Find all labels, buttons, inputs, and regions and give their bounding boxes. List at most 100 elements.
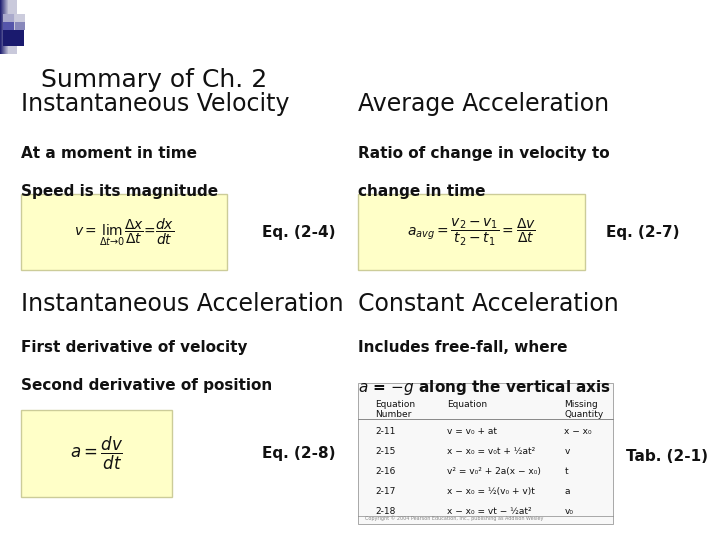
Text: 2-15: 2-15: [375, 447, 395, 456]
Bar: [2, 0, 11, 54]
Bar: [3, 0, 12, 54]
Text: $a$ = $-g$ along the vertical axis: $a$ = $-g$ along the vertical axis: [358, 378, 611, 397]
Text: v: v: [564, 447, 570, 456]
Text: Constant Acceleration: Constant Acceleration: [358, 292, 618, 315]
Bar: [3, 0, 12, 54]
Text: Speed is its magnitude: Speed is its magnitude: [21, 184, 217, 199]
Text: v² = v₀² + 2a(x − x₀): v² = v₀² + 2a(x − x₀): [447, 467, 541, 476]
Bar: [2, 0, 11, 54]
Bar: [8, 0, 17, 54]
Text: $a_{avg} = \dfrac{v_2 - v_1}{t_2 - t_1} = \dfrac{\Delta v}{\Delta t}$: $a_{avg} = \dfrac{v_2 - v_1}{t_2 - t_1} …: [407, 217, 536, 248]
Text: Includes free-fall, where: Includes free-fall, where: [358, 340, 567, 355]
Bar: [15, 14, 25, 22]
Bar: [2, 0, 11, 54]
Bar: [1, 0, 10, 54]
Text: Tab. (2-1): Tab. (2-1): [626, 449, 708, 464]
Bar: [7, 0, 16, 54]
Bar: [4, 30, 24, 46]
Bar: [7, 0, 16, 54]
Bar: [7, 0, 16, 54]
Text: x − x₀ = ½(v₀ + v)t: x − x₀ = ½(v₀ + v)t: [447, 487, 535, 496]
Bar: [1, 0, 10, 54]
Text: v₀: v₀: [564, 507, 573, 516]
Bar: [0, 0, 9, 54]
Bar: [4, 0, 13, 54]
Bar: [0, 0, 9, 54]
Bar: [6, 0, 14, 54]
Bar: [7, 0, 16, 54]
Text: Equation
Number: Equation Number: [375, 400, 415, 419]
Text: Missing
Quantity: Missing Quantity: [564, 400, 603, 419]
Bar: [6, 0, 14, 54]
Bar: [0, 0, 9, 54]
Bar: [1, 0, 9, 54]
Bar: [9, 0, 17, 54]
Bar: [8, 0, 17, 54]
Text: v = v₀ + at: v = v₀ + at: [447, 427, 498, 436]
Bar: [5, 0, 14, 54]
Bar: [5, 0, 14, 54]
Bar: [1, 0, 9, 54]
Bar: [6, 0, 15, 54]
Text: Eq. (2-4): Eq. (2-4): [261, 225, 335, 240]
Text: $a = \dfrac{dv}{dt}$: $a = \dfrac{dv}{dt}$: [70, 435, 123, 472]
Bar: [4, 0, 12, 54]
Text: change in time: change in time: [358, 184, 485, 199]
Text: Eq. (2-8): Eq. (2-8): [261, 446, 335, 461]
FancyBboxPatch shape: [358, 194, 585, 270]
Bar: [4, 0, 13, 54]
Bar: [5, 0, 14, 54]
Bar: [6, 0, 14, 54]
Bar: [1, 0, 10, 54]
Bar: [2, 0, 11, 54]
Text: 2-18: 2-18: [375, 507, 395, 516]
Bar: [1, 0, 10, 54]
Bar: [9, 0, 17, 54]
Text: $v = \lim_{\Delta t \to 0} \dfrac{\Delta x}{\Delta t} = \dfrac{dx}{dt}$: $v = \lim_{\Delta t \to 0} \dfrac{\Delta…: [73, 217, 174, 248]
Text: First derivative of velocity: First derivative of velocity: [21, 340, 247, 355]
Bar: [7, 0, 16, 54]
Bar: [4, 0, 12, 54]
Bar: [4, 22, 14, 30]
Text: Instantaneous Velocity: Instantaneous Velocity: [21, 92, 289, 116]
Text: At a moment in time: At a moment in time: [21, 146, 197, 161]
Bar: [4, 0, 13, 54]
Bar: [1, 0, 9, 54]
Bar: [1, 0, 9, 54]
Text: Instantaneous Acceleration: Instantaneous Acceleration: [21, 292, 343, 315]
Text: t: t: [564, 467, 568, 476]
Text: x − x₀ = vt − ½at²: x − x₀ = vt − ½at²: [447, 507, 532, 516]
Bar: [2, 0, 10, 54]
Bar: [4, 0, 12, 54]
Bar: [6, 0, 14, 54]
Text: x − x₀ = v₀t + ½at²: x − x₀ = v₀t + ½at²: [447, 447, 536, 456]
Text: Eq. (2-7): Eq. (2-7): [606, 225, 679, 240]
Bar: [4, 0, 12, 54]
Text: 2-11: 2-11: [375, 427, 395, 436]
Bar: [6, 0, 14, 54]
Bar: [3, 0, 12, 54]
Bar: [6, 0, 15, 54]
Bar: [4, 0, 13, 54]
Bar: [8, 0, 17, 54]
Bar: [6, 0, 15, 54]
Text: Equation: Equation: [447, 400, 487, 409]
Bar: [1, 0, 9, 54]
Bar: [1, 0, 10, 54]
Bar: [4, 0, 12, 54]
FancyBboxPatch shape: [21, 194, 227, 270]
Bar: [5, 0, 14, 54]
Bar: [4, 0, 13, 54]
Text: x − x₀: x − x₀: [564, 427, 592, 436]
Text: 2-17: 2-17: [375, 487, 395, 496]
Bar: [2, 0, 11, 54]
FancyBboxPatch shape: [21, 410, 172, 497]
Text: Copyright © 2004 Pearson Education, Inc., publishing as Addison Wesley: Copyright © 2004 Pearson Education, Inc.…: [365, 516, 543, 521]
Bar: [8, 0, 17, 54]
Bar: [1, 0, 10, 54]
Bar: [4, 14, 14, 22]
Bar: [7, 0, 16, 54]
Bar: [3, 0, 12, 54]
Bar: [6, 0, 15, 54]
Bar: [6, 0, 15, 54]
